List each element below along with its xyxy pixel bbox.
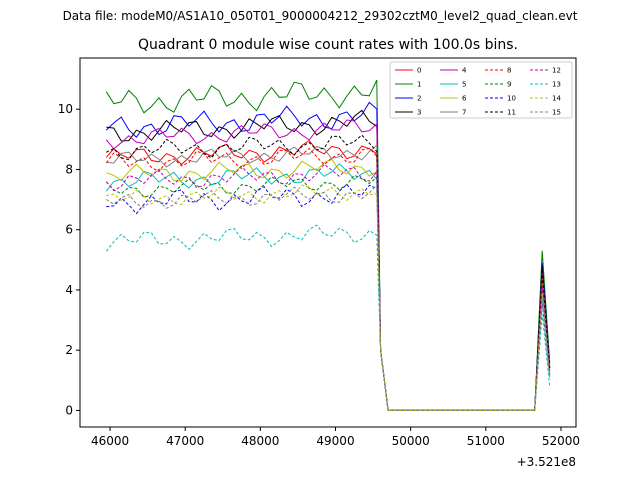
legend-label-6: 6 [462,95,467,103]
series-line-6 [106,158,551,411]
legend-label-8: 8 [507,67,511,75]
series-line-12 [105,163,551,411]
legend-label-13: 13 [552,81,561,89]
chart-title: Quadrant 0 module wise count rates with … [138,37,518,53]
x-tick-label: 51000 [467,434,505,448]
legend-label-0: 0 [417,67,421,75]
y-tick-label: 8 [65,162,73,176]
series-line-15 [106,183,551,411]
series-line-14 [106,184,551,411]
legend-label-11: 11 [507,109,516,117]
series-line-5 [105,163,551,411]
series-line-2 [105,101,551,411]
series-line-7 [106,144,551,411]
series-line-10 [106,183,551,411]
y-tick-label: 2 [65,343,73,357]
x-tick-label: 48000 [241,434,279,448]
y-tick-label: 0 [65,403,73,417]
x-tick-label: 49000 [316,434,354,448]
plot-frame [79,57,577,428]
legend-box [389,61,573,119]
series-line-4 [105,119,551,411]
series-line-1 [105,79,551,411]
legend-label-4: 4 [462,67,467,75]
y-tick-label: 4 [65,283,73,297]
data-file-suptitle: Data file: modeM0/AS1A10_050T01_90000042… [63,9,578,23]
y-tick-label: 6 [65,223,73,237]
series-line-8 [105,147,551,411]
legend-label-1: 1 [417,81,421,89]
series-lines [105,79,551,411]
series-line-3 [106,109,551,411]
legend-label-3: 3 [417,109,421,117]
x-tick-label: 50000 [392,434,430,448]
y-axis: 0 2 4 6 8 10 [58,102,80,417]
x-axis: 46000 47000 48000 49000 50000 51000 52000 [91,427,580,448]
x-tick-label: 46000 [91,434,129,448]
legend-label-7: 7 [462,109,466,117]
series-line-0 [105,139,551,411]
y-tick-label: 10 [58,102,73,116]
legend-label-15: 15 [552,109,561,117]
series-line-11 [106,134,551,411]
x-tick-label: 52000 [542,434,580,448]
series-line-13 [105,224,551,411]
legend-label-10: 10 [507,95,516,103]
legend-label-14: 14 [552,95,561,103]
x-offset-label: +3.521e8 [517,455,576,469]
legend-label-2: 2 [417,95,421,103]
x-tick-label: 47000 [166,434,204,448]
legend-label-12: 12 [552,67,561,75]
series-line-9 [105,174,551,411]
legend-label-5: 5 [462,81,466,89]
legend-label-9: 9 [507,81,511,89]
